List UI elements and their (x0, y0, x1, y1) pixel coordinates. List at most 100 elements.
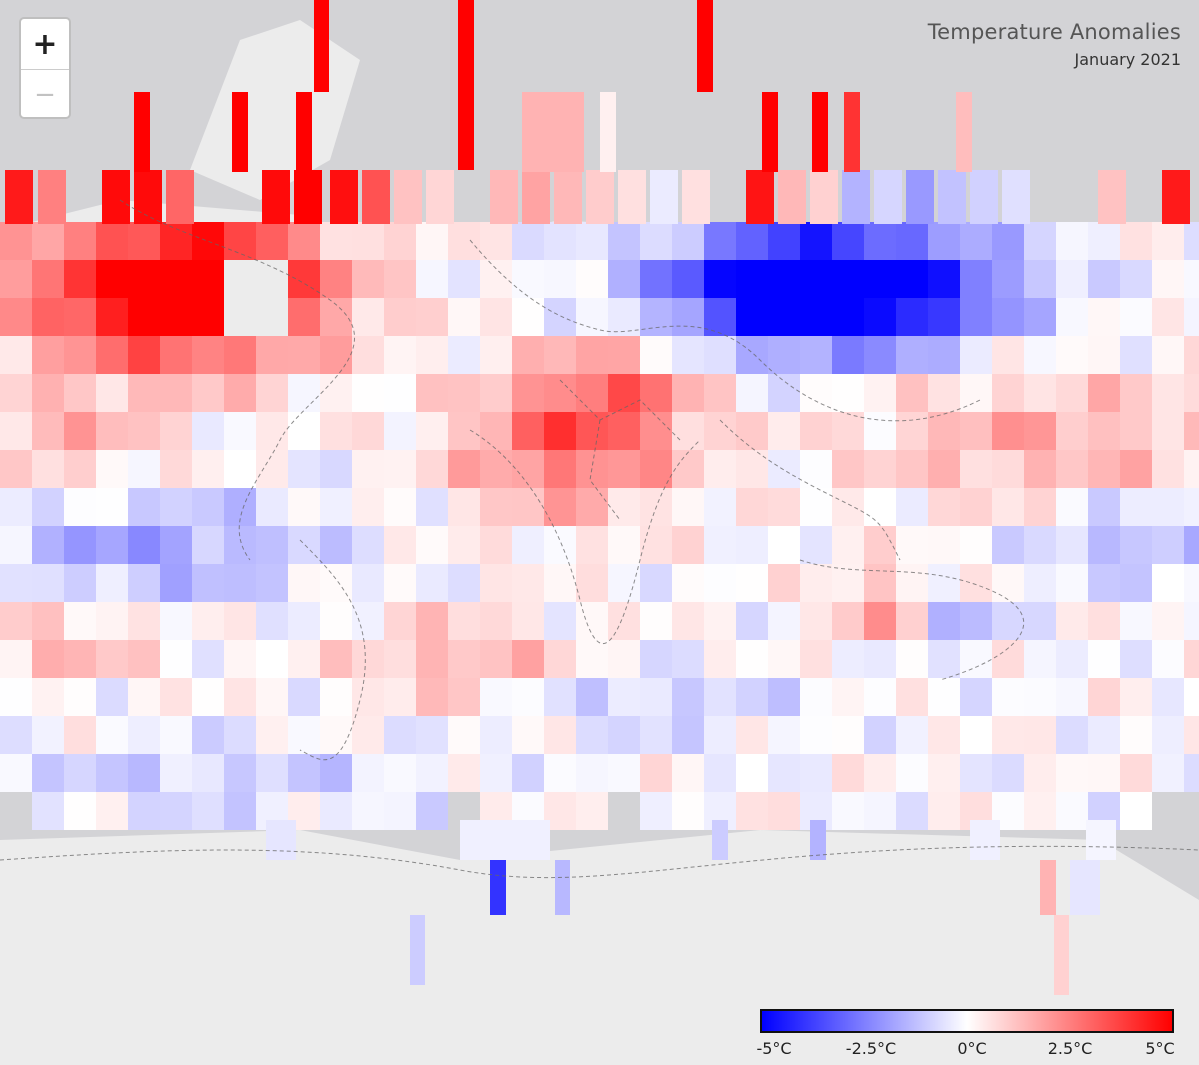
anomaly-cell (1152, 298, 1184, 336)
anomaly-cell (96, 336, 128, 374)
anomaly-cell (512, 260, 544, 298)
anomaly-cell (768, 450, 800, 488)
anomaly-cell (1184, 412, 1199, 450)
anomaly-cell (192, 564, 224, 602)
anomaly-cell (960, 754, 992, 792)
anomaly-cell (608, 754, 640, 792)
border-line (719, 419, 901, 561)
anomaly-cell (448, 678, 480, 716)
anomaly-cell (448, 526, 480, 564)
anomaly-cell (96, 260, 128, 298)
anomaly-cell (970, 170, 998, 224)
anomaly-cell (480, 602, 512, 640)
anomaly-cell (928, 792, 960, 830)
anomaly-cell (96, 678, 128, 716)
anomaly-cell (480, 298, 512, 336)
anomaly-cell (600, 92, 616, 172)
anomaly-cell (576, 260, 608, 298)
anomaly-cell (64, 602, 96, 640)
anomaly-cell (352, 792, 384, 830)
anomaly-cell (736, 374, 768, 412)
anomaly-cell (32, 450, 64, 488)
anomaly-cell (480, 678, 512, 716)
anomaly-cell (554, 170, 582, 224)
anomaly-cell (704, 374, 736, 412)
anomaly-cell (256, 716, 288, 754)
anomaly-cell (1088, 412, 1120, 450)
zoom-out-button[interactable]: − (34, 80, 56, 110)
anomaly-cell (64, 640, 96, 678)
anomaly-cell (460, 820, 550, 860)
anomaly-cell (160, 374, 192, 412)
anomaly-cell (416, 716, 448, 754)
anomaly-cell (1088, 260, 1120, 298)
anomaly-cell (490, 860, 506, 915)
anomaly-cell (1056, 564, 1088, 602)
anomaly-cell (160, 336, 192, 374)
anomaly-cell (1024, 526, 1056, 564)
anomaly-cell (320, 564, 352, 602)
anomaly-cell (992, 754, 1024, 792)
anomaly-cell (864, 450, 896, 488)
anomaly-cell (576, 564, 608, 602)
anomaly-cell (736, 640, 768, 678)
anomaly-cell (352, 260, 384, 298)
anomaly-cell (512, 602, 544, 640)
anomaly-cell (1088, 336, 1120, 374)
anomaly-cell (160, 564, 192, 602)
anomaly-cell (768, 678, 800, 716)
anomaly-cell (768, 564, 800, 602)
anomaly-cell (416, 564, 448, 602)
anomaly-cell (320, 374, 352, 412)
anomaly-cell (1056, 412, 1088, 450)
anomaly-cell (832, 336, 864, 374)
anomaly-cell (544, 716, 576, 754)
anomaly-cell (1120, 602, 1152, 640)
anomaly-cell (800, 374, 832, 412)
anomaly-cell (608, 716, 640, 754)
anomaly-cell (864, 526, 896, 564)
anomaly-cell (384, 374, 416, 412)
anomaly-cell (576, 716, 608, 754)
anomaly-cell (1152, 450, 1184, 488)
anomaly-cell (384, 678, 416, 716)
anomaly-cell (960, 678, 992, 716)
anomaly-cell (1120, 564, 1152, 602)
anomaly-cell (544, 336, 576, 374)
anomaly-cell (224, 754, 256, 792)
anomaly-cell (640, 412, 672, 450)
anomaly-cell (192, 526, 224, 564)
anomaly-cell (928, 678, 960, 716)
anomaly-cell (864, 678, 896, 716)
anomaly-cell (128, 450, 160, 488)
anomaly-cell (608, 412, 640, 450)
anomaly-cell (96, 640, 128, 678)
anomaly-cell (314, 0, 329, 92)
anomaly-cell (672, 260, 704, 298)
anomaly-cell (800, 222, 832, 260)
anomaly-cell (426, 170, 454, 224)
anomaly-cell (416, 792, 448, 830)
anomaly-cell (1070, 860, 1100, 915)
color-legend: -5°C -2.5°C 0°C 2.5°C 5°C (756, 1009, 1175, 1065)
anomaly-cell (1152, 716, 1184, 754)
anomaly-cell (64, 678, 96, 716)
anomaly-cell (1024, 488, 1056, 526)
anomaly-cell (64, 374, 96, 412)
anomaly-cell (960, 488, 992, 526)
anomaly-cell (704, 754, 736, 792)
anomaly-cell (704, 678, 736, 716)
anomaly-cell (384, 716, 416, 754)
zoom-in-button[interactable]: + (21, 19, 69, 70)
anomaly-cell (736, 526, 768, 564)
border-line (119, 199, 356, 561)
anomaly-cell (160, 602, 192, 640)
anomaly-cell (320, 260, 352, 298)
anomaly-cell (288, 716, 320, 754)
anomaly-cell (1088, 754, 1120, 792)
anomaly-cell (320, 602, 352, 640)
anomaly-cell (1184, 602, 1199, 640)
anomaly-cell (768, 260, 800, 298)
anomaly-cell (1088, 298, 1120, 336)
